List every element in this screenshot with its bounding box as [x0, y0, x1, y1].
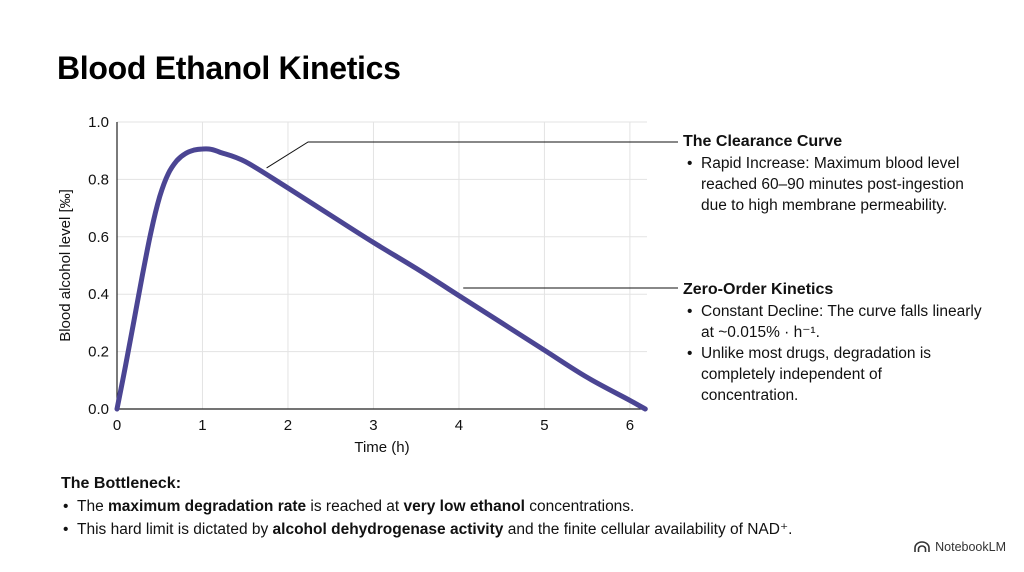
x-tick-label: 5: [540, 417, 548, 434]
brand-watermark: NotebookLM: [914, 540, 1006, 554]
annotation-zero-order-bullet: Constant Decline: The curve falls linear…: [683, 301, 983, 343]
annotation-zero-order-kinetics: Zero-Order Kinetics Constant Decline: Th…: [683, 279, 983, 406]
bottleneck-bold-text: very low ethanol: [403, 498, 525, 515]
annotation-zero-order-bullet: Unlike most drugs, degradation is comple…: [683, 343, 983, 406]
annotation-zero-order-bullets: Constant Decline: The curve falls linear…: [683, 301, 983, 406]
y-tick-label: 0.6: [88, 229, 109, 246]
x-tick-label: 4: [455, 417, 463, 434]
bottleneck-bold-text: alcohol dehydrogenase activity: [272, 521, 504, 538]
bottleneck-bullet: This hard limit is dictated by alcohol d…: [61, 518, 961, 541]
callout-line-clearance: [266, 141, 678, 169]
x-axis-title: Time (h): [354, 439, 409, 456]
notebooklm-logo-icon: [914, 541, 930, 552]
x-tick-label: 6: [626, 417, 634, 434]
y-tick-label: 0.4: [88, 286, 109, 303]
bottleneck-text: The: [77, 498, 109, 515]
bottleneck-bullet: The maximum degradation rate is reached …: [61, 495, 961, 518]
bottleneck-text: This hard limit is dictated by: [77, 521, 273, 538]
bottleneck-title: The Bottleneck:: [61, 475, 182, 492]
annotation-clearance-bullet: Rapid Increase: Maximum blood level reac…: [683, 153, 983, 216]
bottleneck-text: concentrations.: [524, 498, 635, 515]
annotation-clearance-title: The Clearance Curve: [683, 133, 843, 150]
bottleneck-text: and the finite cellular availability of …: [503, 521, 793, 538]
chart-series: [114, 146, 648, 412]
x-tick-label: 1: [198, 417, 206, 434]
x-tick-label: 0: [113, 417, 121, 434]
bottleneck-text: is reached at: [306, 498, 404, 515]
series-line: [114, 146, 648, 412]
y-tick-label: 0.2: [88, 344, 109, 361]
tick-labels: 0 1 2 3 4 5 6 0.0 0.2 0.4 0.6 0.8 1.0: [88, 114, 634, 434]
callout-lines: [266, 141, 678, 289]
brand-name: NotebookLM: [935, 540, 1006, 554]
annotation-zero-order-title: Zero-Order Kinetics: [683, 281, 834, 298]
annotation-clearance-curve: The Clearance Curve Rapid Increase: Maxi…: [683, 131, 983, 216]
bottleneck-bold-text: maximum degradation rate: [108, 498, 307, 515]
y-tick-label: 1.0: [88, 114, 109, 131]
x-tick-label: 3: [369, 417, 377, 434]
page-title: Blood Ethanol Kinetics: [57, 50, 401, 86]
y-tick-label: 0.8: [88, 171, 109, 188]
bottleneck-section: The Bottleneck: The maximum degradation …: [61, 472, 961, 541]
chart-axes: [116, 122, 647, 410]
y-axis-title: Blood alcohol level [‰]: [57, 189, 74, 342]
y-tick-label: 0.0: [88, 401, 109, 418]
x-tick-label: 2: [284, 417, 292, 434]
bottleneck-bullets: The maximum degradation rate is reached …: [61, 495, 961, 541]
annotation-clearance-bullets: Rapid Increase: Maximum blood level reac…: [683, 153, 983, 216]
